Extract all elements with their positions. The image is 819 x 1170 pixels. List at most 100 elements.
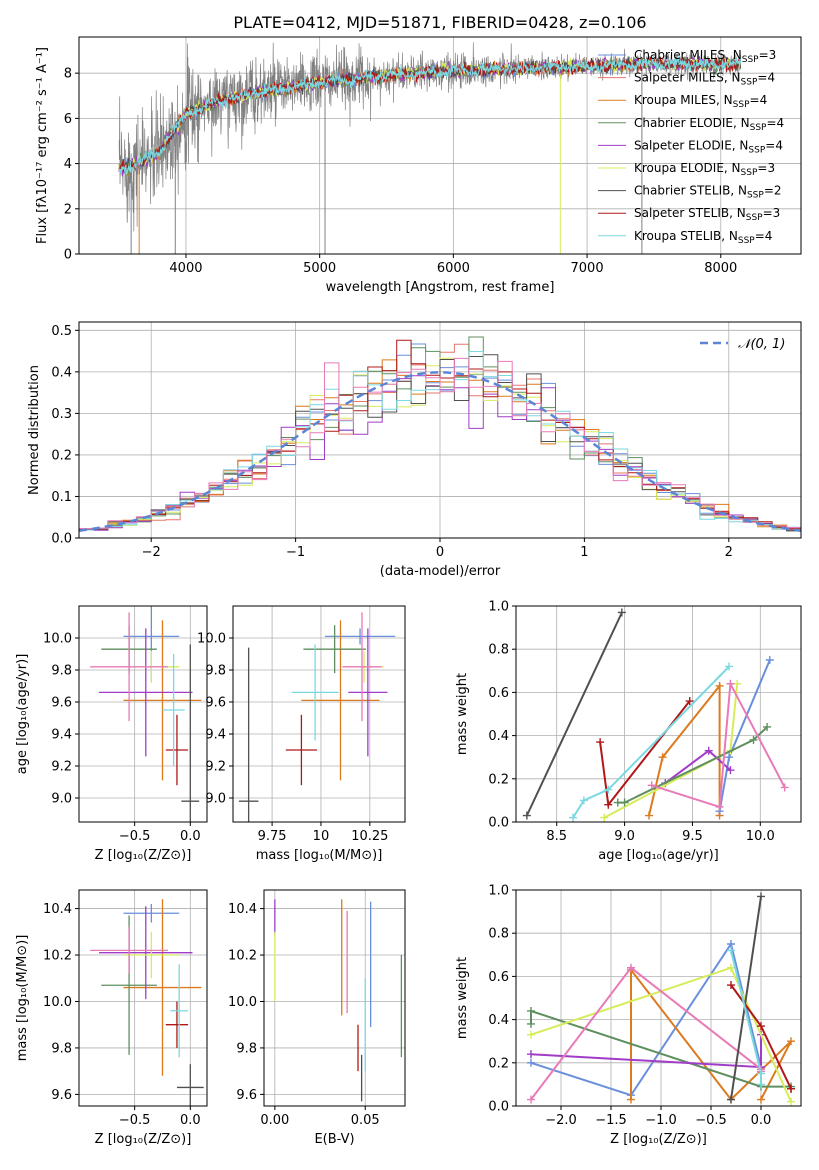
y-tick-label: 9.8	[51, 664, 72, 679]
x-tick-label: −2	[142, 545, 161, 560]
spectrum-ticks: 4000 5000 6000 7000 8000 0 2 4 6 8	[64, 67, 738, 276]
x-tick-label: −2.0	[545, 1113, 577, 1128]
weight-point-marker	[725, 753, 734, 762]
y-tick-label: 9.4	[205, 728, 226, 743]
weight-point-marker	[757, 1095, 765, 1104]
weight-point-marker	[627, 963, 635, 972]
errorbar-point	[181, 644, 200, 822]
mass-Z-plot	[90, 899, 204, 1106]
weight-age-ticks: 8.5 9.0 9.5 10.0 0.0 0.2 0.4 0.6 0.8 1.0	[488, 600, 774, 845]
weight-point-marker	[600, 813, 609, 822]
errorbar-point	[342, 612, 382, 722]
legend-label: Chabrier STELIB, NSSP=2	[634, 184, 782, 201]
errorbar-point	[123, 903, 180, 923]
y-tick-label: 9.8	[205, 664, 226, 679]
y-tick-label: 0.0	[51, 532, 72, 547]
weight-point-marker	[647, 781, 656, 790]
age-Z-grid	[79, 606, 207, 822]
y-tick-label: 0.2	[51, 448, 72, 463]
x-tick-label: 6000	[437, 261, 470, 276]
residuals-frame	[78, 321, 802, 539]
x-axis-label: Z [log₁₀(Z/Z⊙)]	[95, 848, 192, 863]
errorbar-point	[291, 644, 339, 741]
weight-series-line	[603, 683, 739, 819]
x-tick-label: 4000	[169, 261, 202, 276]
x-tick-label: 9.5	[682, 829, 703, 844]
y-tick-label: 10.2	[228, 949, 257, 964]
errorbar-point	[348, 628, 388, 757]
weight-point-marker	[527, 1050, 535, 1059]
x-tick-label: 8000	[704, 261, 737, 276]
weight-point-marker	[787, 1084, 795, 1093]
x-axis-label: Z [log₁₀(Z/Z⊙)]	[610, 1132, 707, 1147]
y-tick-label: 0.0	[488, 1100, 509, 1115]
mass-EBV-grid	[264, 890, 405, 1106]
weight-point-marker	[569, 813, 577, 822]
weight-point-marker	[620, 798, 629, 807]
weight-point-marker	[757, 1080, 765, 1089]
y-tick-label: 0.6	[488, 970, 509, 985]
x-tick-label: 9.0	[614, 829, 635, 844]
x-tick-label: 5000	[303, 261, 336, 276]
y-tick-label: 10.0	[43, 632, 72, 647]
weight-Z-frame	[515, 889, 802, 1107]
legend-label: Kroupa ELODIE, NSSP=3	[634, 161, 775, 178]
spectrum-axes: 4000 5000 6000 7000 8000 0 2 4 6 8 wavelength [Ang…	[35, 36, 802, 295]
y-tick-label: 10.0	[228, 995, 257, 1010]
weight-point-marker	[780, 783, 789, 792]
weight-point-marker	[627, 1095, 635, 1104]
weight-point-marker	[757, 1022, 765, 1031]
y-tick-label: 10.4	[43, 902, 72, 917]
errorbar-point	[285, 714, 318, 786]
x-tick-label: 10.0	[746, 829, 775, 844]
age-Z-ticks: −0.5 0.0 9.0 9.2 9.4 9.6 9.8 10.0	[43, 632, 201, 845]
age-mass-axes: 9.75 10 10.25 9.0 9.2 9.4 9.6 9.8 10.0 mass [log₁…	[197, 605, 406, 863]
y-tick-label: 1.0	[488, 600, 509, 615]
weight-point-marker	[727, 981, 735, 990]
y-tick-label: 0.1	[51, 490, 72, 505]
mass-Z-axes: −0.5 0.0 9.6 9.8 10.0 10.2 10.4 Z [log₁₀(Z/Z⊙)]…	[15, 889, 208, 1147]
mass-EBV-plot	[274, 899, 403, 1102]
y-tick-label: 0.2	[488, 1056, 509, 1071]
weight-series-line	[530, 966, 762, 1101]
errorbar-point	[123, 899, 202, 1076]
x-tick-label: −0.5	[119, 829, 151, 844]
legend-label: Salpeter MILES, NSSP=4	[634, 71, 775, 88]
errorbar-point	[324, 628, 396, 645]
y-tick-label: 9.6	[205, 696, 226, 711]
x-tick-label: 0	[436, 545, 444, 560]
legend-label: Salpeter ELODIE, NSSP=4	[634, 138, 783, 155]
errorbar-point	[238, 647, 259, 822]
weight-point-marker	[658, 753, 667, 762]
weight-point-marker	[757, 1069, 765, 1078]
y-tick-label: 9.6	[236, 1088, 257, 1103]
weight-point-marker	[727, 963, 735, 972]
weight-series-line	[530, 1009, 791, 1088]
weight-age-axes: 8.5 9.0 9.5 10.0 0.0 0.2 0.4 0.6 0.8 1.0 age [log₁…	[455, 600, 802, 863]
x-tick-label: 0.0	[751, 1113, 772, 1128]
y-tick-label: 9.2	[205, 760, 226, 775]
mass-EBV-ticks: 0.00 0.05 9.6 9.8 10.0 10.2 10.4	[228, 902, 380, 1128]
legend-label: 𝒩(0, 1)	[738, 337, 785, 352]
errorbar-point	[165, 1001, 189, 1048]
residual-histogram	[79, 357, 801, 533]
x-axis-label: wavelength [Angstrom, rest frame]	[326, 280, 555, 295]
figure-title: PLATE=0412, MJD=51871, FIBERID=0428, z=0…	[233, 13, 646, 32]
spectrum-plot	[118, 42, 742, 254]
y-tick-label: 9.0	[51, 792, 72, 807]
y-tick-label: 0.8	[488, 927, 509, 942]
weight-point-marker	[763, 722, 772, 731]
errorbar-point	[176, 1064, 204, 1106]
residual-legend: 𝒩(0, 1)	[700, 337, 785, 352]
y-tick-label: 10.2	[43, 949, 72, 964]
weight-series-line	[530, 1034, 762, 1069]
legend-label: Salpeter STELIB, NSSP=3	[634, 206, 780, 223]
y-tick-label: 8	[64, 67, 72, 82]
y-axis-label: age [log₁₀(age/yr)]	[15, 654, 30, 775]
x-tick-label: 0.00	[260, 1113, 289, 1128]
x-tick-label: −1.0	[645, 1113, 677, 1128]
errorbar-point	[303, 625, 366, 674]
y-tick-label: 10.0	[197, 632, 226, 647]
x-tick-label: 10.25	[351, 829, 388, 844]
